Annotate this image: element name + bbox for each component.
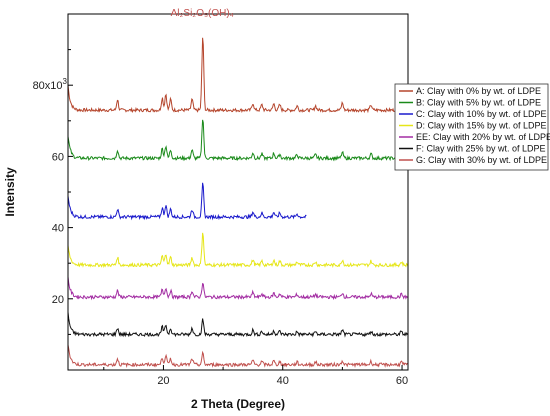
series-line bbox=[67, 232, 409, 269]
x-axis-title: 2 Theta (Degree) bbox=[191, 397, 285, 411]
plot-frame bbox=[67, 13, 409, 371]
y-tick-label: 20 bbox=[52, 294, 64, 306]
y-tick-label: 40 bbox=[52, 223, 64, 235]
y-axis-ticks: 20 40 60 80x103 bbox=[33, 49, 73, 335]
series-line bbox=[67, 344, 409, 369]
y-tick-label: 80x103 bbox=[33, 77, 68, 92]
annotation-layer: Al₂Si₂O₅(OH)₄ bbox=[171, 8, 234, 19]
series-layer bbox=[67, 37, 409, 369]
series-line bbox=[67, 311, 409, 338]
legend-box bbox=[394, 83, 549, 171]
y-tick-label: 60 bbox=[52, 151, 64, 163]
x-axis-ticks: 20 40 60 bbox=[103, 365, 408, 387]
y-axis-title: Intensity bbox=[3, 167, 17, 217]
legend: A: Clay with 0% by wt. of LDPE B: Clay wi… bbox=[394, 83, 550, 171]
legend-label: D: Clay with 15% by wt. of LDPE bbox=[416, 121, 547, 131]
series-line bbox=[67, 37, 409, 114]
legend-label: EE: Clay with 20% by wt. of LDPE bbox=[416, 132, 550, 142]
legend-label: B: Clay with 5% by wt. of LDPE bbox=[416, 98, 541, 108]
x-tick-label: 40 bbox=[277, 375, 289, 387]
legend-label: F: Clay with 25% by wt. of LDPE bbox=[416, 144, 546, 154]
series-line bbox=[67, 276, 409, 301]
legend-label: G: Clay with 30% by wt. of LDPE bbox=[416, 155, 547, 165]
series-line bbox=[67, 182, 307, 221]
x-tick-label: 20 bbox=[157, 375, 169, 387]
series-line bbox=[67, 119, 409, 162]
legend-label: C: Clay with 10% by wt. of LDPE bbox=[416, 109, 547, 119]
peak-annotation: Al₂Si₂O₅(OH)₄ bbox=[171, 8, 234, 19]
legend-label: A: Clay with 0% by wt. of LDPE bbox=[416, 86, 541, 96]
x-tick-label: 60 bbox=[396, 375, 408, 387]
